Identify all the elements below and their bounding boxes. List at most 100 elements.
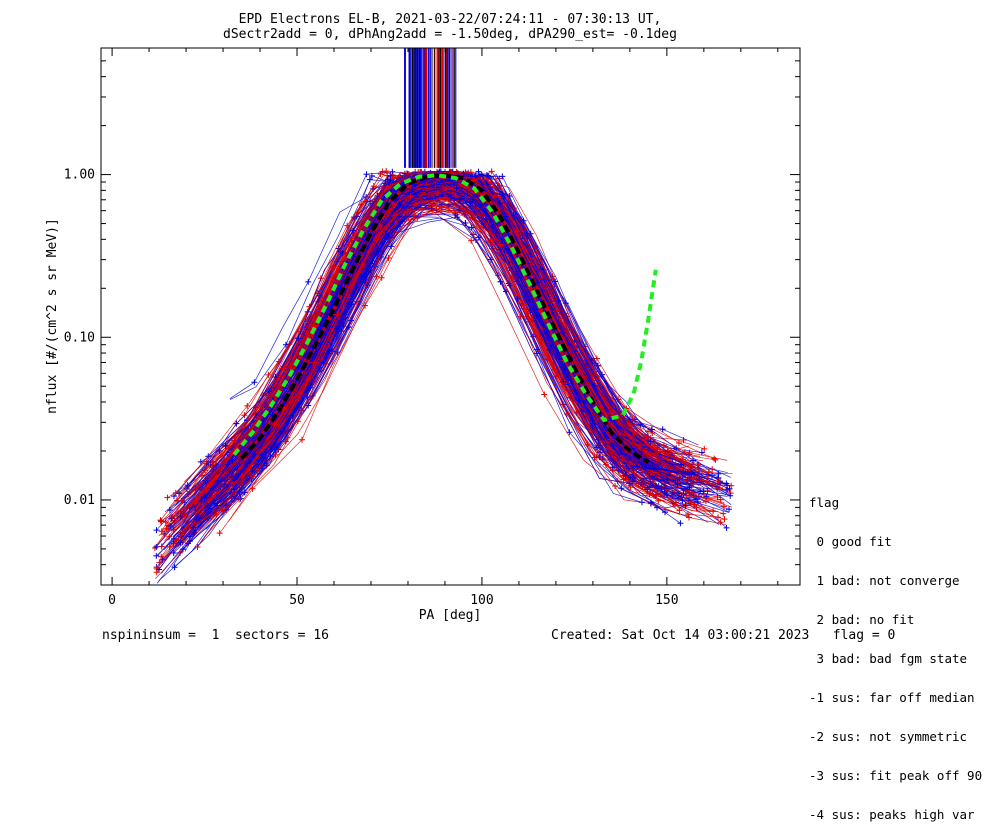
scan-point (472, 173, 479, 180)
scan-point (593, 355, 600, 362)
scan-point (167, 522, 174, 529)
scan-point (513, 228, 520, 235)
scan-point (194, 544, 201, 551)
footer-left: nspininsum = 1 sectors = 16 (102, 628, 329, 643)
scan-point (316, 292, 323, 299)
scan-point (467, 198, 474, 205)
scan-point (627, 484, 634, 491)
scan-point (645, 428, 652, 435)
scan-point (241, 489, 248, 496)
scan-point (366, 176, 373, 183)
scan-point (177, 539, 184, 546)
scan-point (496, 200, 503, 207)
scan-point (201, 494, 208, 501)
scan-point (478, 171, 485, 178)
y-tick-label: 0.10 (64, 330, 95, 345)
scan-point (661, 509, 668, 516)
scan-point (153, 527, 160, 534)
scan-curve (199, 198, 676, 521)
scan-curve (172, 205, 666, 537)
flag-legend: flag 0 good fit 1 bad: not converge 2 ba… (809, 470, 982, 834)
scan-point (624, 475, 631, 482)
scan-point (228, 479, 235, 486)
scan-point (244, 402, 251, 409)
scan-point (345, 324, 352, 331)
scan-point (158, 517, 165, 524)
scan-point (714, 514, 721, 521)
scan-curve (179, 192, 706, 554)
scan-point (652, 482, 659, 489)
scan-point (169, 513, 176, 520)
scan-point (158, 528, 165, 535)
plot-frame (100, 47, 801, 586)
scan-point (176, 490, 183, 497)
scan-curve (175, 176, 684, 541)
scan-curve (182, 174, 672, 533)
scan-curve (224, 176, 655, 495)
scan-point (723, 524, 730, 531)
scan-curve (225, 197, 639, 496)
scan-point (506, 193, 513, 200)
scan-point (263, 462, 270, 469)
scan-point (466, 209, 473, 216)
scan-point (295, 335, 302, 342)
scan-point (164, 494, 171, 501)
scan-point (329, 264, 336, 271)
scan-point (387, 177, 394, 184)
scan-point (441, 194, 448, 201)
scan-point (363, 226, 370, 233)
scan-point (483, 172, 490, 179)
scan-point (680, 491, 687, 498)
scan-point (186, 533, 193, 540)
scan-point (250, 473, 257, 480)
scan-point (158, 543, 165, 550)
scan-point (648, 426, 655, 433)
scan-point (233, 420, 240, 427)
scan-curve (254, 192, 687, 510)
scan-point (307, 384, 314, 391)
scan-point (688, 469, 695, 476)
x-tick-label: 0 (108, 593, 116, 608)
scan-point (282, 438, 289, 445)
scan-point (170, 493, 177, 500)
scan-point (612, 482, 619, 489)
scan-point (389, 168, 396, 175)
scan-point (677, 520, 684, 527)
scan-point (436, 203, 443, 210)
scan-point (727, 492, 734, 499)
legend-item: 3 bad: bad fgm state (809, 651, 968, 666)
scan-point (155, 566, 162, 573)
scan-point (712, 456, 719, 463)
scan-curve (184, 176, 680, 552)
scan-point (370, 183, 377, 190)
scan-point (213, 502, 220, 509)
y-tick-label: 0.01 (64, 493, 95, 508)
scan-curve (261, 190, 728, 497)
scan-point (654, 444, 661, 451)
axis-layer: 0 50 100 150 0.01 0.10 1.00 (64, 47, 800, 608)
scan-point (350, 253, 357, 260)
scan-point (490, 238, 497, 245)
scan-point (711, 455, 718, 462)
scan-point (687, 499, 694, 506)
chart-subtitle: dSectr2add = 0, dPhAng2add = -1.50deg, d… (223, 27, 677, 42)
scan-point (659, 426, 666, 433)
scan-point (244, 469, 251, 476)
scan-point (183, 486, 190, 493)
scan-point (634, 463, 641, 470)
scan-point (401, 170, 408, 177)
scan-curve (173, 192, 684, 554)
scan-point (244, 416, 251, 423)
scan-point (629, 416, 636, 423)
scan-point (259, 451, 266, 458)
scan-curve (163, 173, 724, 551)
scan-point (153, 543, 160, 550)
scan-point (591, 382, 598, 389)
scan-point (541, 391, 548, 398)
scan-point (363, 171, 370, 178)
scan-point (265, 371, 272, 378)
scan-point (267, 444, 274, 451)
scan-curve (158, 188, 733, 566)
scan-curve (169, 170, 719, 527)
scan-point (594, 362, 601, 369)
